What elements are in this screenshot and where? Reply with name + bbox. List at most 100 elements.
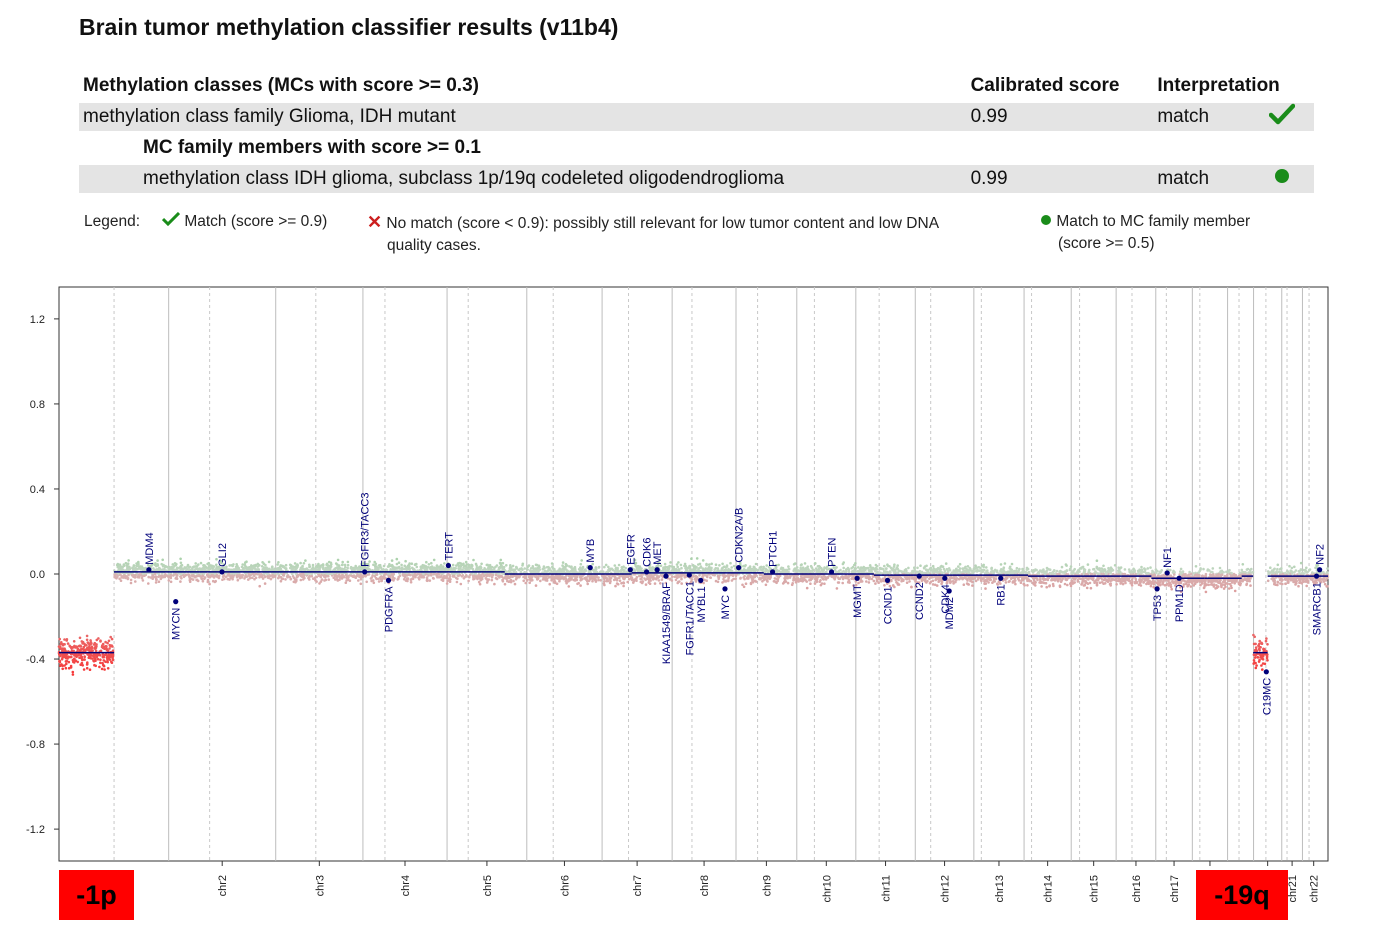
probe-point xyxy=(799,579,803,583)
probe-point xyxy=(104,640,107,644)
probe-point xyxy=(528,581,531,585)
probe-point xyxy=(1316,564,1320,567)
probe-point xyxy=(1151,569,1154,573)
probe-point xyxy=(291,575,295,578)
probe-point xyxy=(1266,643,1269,646)
probe-point xyxy=(750,575,754,578)
probe-point xyxy=(601,574,604,578)
probe-point xyxy=(1017,579,1021,582)
probe-point xyxy=(579,584,582,587)
probe-point xyxy=(827,567,831,571)
probe-point xyxy=(95,654,98,658)
probe-point xyxy=(1026,584,1029,587)
probe-point xyxy=(972,567,976,571)
header-interpretation: Interpretation xyxy=(1157,75,1280,96)
probe-point xyxy=(822,578,825,581)
probe-point xyxy=(1143,578,1146,582)
probe-point xyxy=(668,577,672,581)
probe-point xyxy=(154,581,158,584)
probe-point xyxy=(400,563,403,567)
probe-point xyxy=(134,580,137,583)
probe-point xyxy=(734,577,737,581)
probe-point xyxy=(537,564,541,567)
probe-point xyxy=(806,567,810,571)
probe-point xyxy=(490,578,494,582)
probe-point xyxy=(670,565,674,568)
probe-point xyxy=(279,579,283,583)
probe-point xyxy=(1179,567,1183,571)
probe-point xyxy=(648,563,652,566)
probe-point xyxy=(942,567,946,571)
probe-point xyxy=(984,587,987,590)
probe-point xyxy=(523,567,526,570)
member-header-row: MC family members with score >= 0.1 xyxy=(79,134,1314,162)
probe-point xyxy=(724,579,728,582)
probe-point xyxy=(777,569,781,573)
probe-point xyxy=(317,574,321,577)
probe-point xyxy=(60,653,64,656)
legend-cross-icon: ✕ xyxy=(367,212,383,232)
probe-point xyxy=(1130,582,1134,585)
probe-point xyxy=(690,557,693,560)
probe-point xyxy=(306,572,310,575)
probe-point xyxy=(442,565,445,568)
probe-point xyxy=(757,568,760,572)
probe-point xyxy=(1070,570,1074,574)
probe-point xyxy=(277,576,280,580)
probe-point xyxy=(971,584,974,587)
probe-point xyxy=(974,579,978,583)
probe-point xyxy=(895,580,898,584)
probe-point xyxy=(739,576,742,580)
probe-point xyxy=(477,580,481,584)
probe-point xyxy=(616,577,619,580)
probe-point xyxy=(163,575,167,579)
probe-point xyxy=(304,559,307,562)
probe-point xyxy=(982,568,986,572)
probe-point xyxy=(677,561,680,564)
probe-point xyxy=(147,582,150,585)
probe-point xyxy=(764,583,768,587)
probe-point xyxy=(944,562,948,565)
probe-point xyxy=(962,583,966,586)
probe-point xyxy=(609,567,612,571)
probe-point xyxy=(342,569,346,572)
probe-point xyxy=(1065,578,1068,582)
probe-point xyxy=(435,564,439,567)
y-tick-label: -0.8 xyxy=(26,739,45,751)
probe-point xyxy=(803,562,807,565)
probe-point xyxy=(1228,582,1232,586)
probe-point xyxy=(299,578,303,582)
probe-point xyxy=(931,583,935,586)
probe-point xyxy=(534,584,538,587)
probe-point xyxy=(443,562,446,565)
legend-match-text: Match (score >= 0.9) xyxy=(184,213,328,230)
probe-point xyxy=(1227,587,1231,590)
probe-point xyxy=(1075,571,1079,575)
probe-point xyxy=(1128,579,1132,583)
probe-point xyxy=(670,575,674,578)
probe-point xyxy=(890,568,894,571)
probe-point xyxy=(520,567,523,570)
probe-point xyxy=(1318,580,1322,583)
probe-point xyxy=(271,565,274,568)
probe-point xyxy=(109,635,112,639)
probe-point xyxy=(393,577,396,580)
probe-point xyxy=(1033,581,1036,585)
probe-point xyxy=(225,565,228,569)
probe-point xyxy=(679,563,683,567)
probe-point xyxy=(321,566,325,569)
probe-point xyxy=(210,573,214,577)
probe-point xyxy=(161,558,164,562)
probe-point xyxy=(680,566,683,570)
probe-point xyxy=(910,585,913,589)
probe-point xyxy=(905,581,909,584)
probe-point xyxy=(813,582,817,585)
probe-point xyxy=(597,566,601,569)
probe-point xyxy=(588,574,592,577)
probe-point xyxy=(1269,566,1272,569)
probe-point xyxy=(1077,569,1081,573)
probe-point xyxy=(832,566,836,569)
probe-point xyxy=(931,564,935,568)
probe-point xyxy=(302,562,306,565)
